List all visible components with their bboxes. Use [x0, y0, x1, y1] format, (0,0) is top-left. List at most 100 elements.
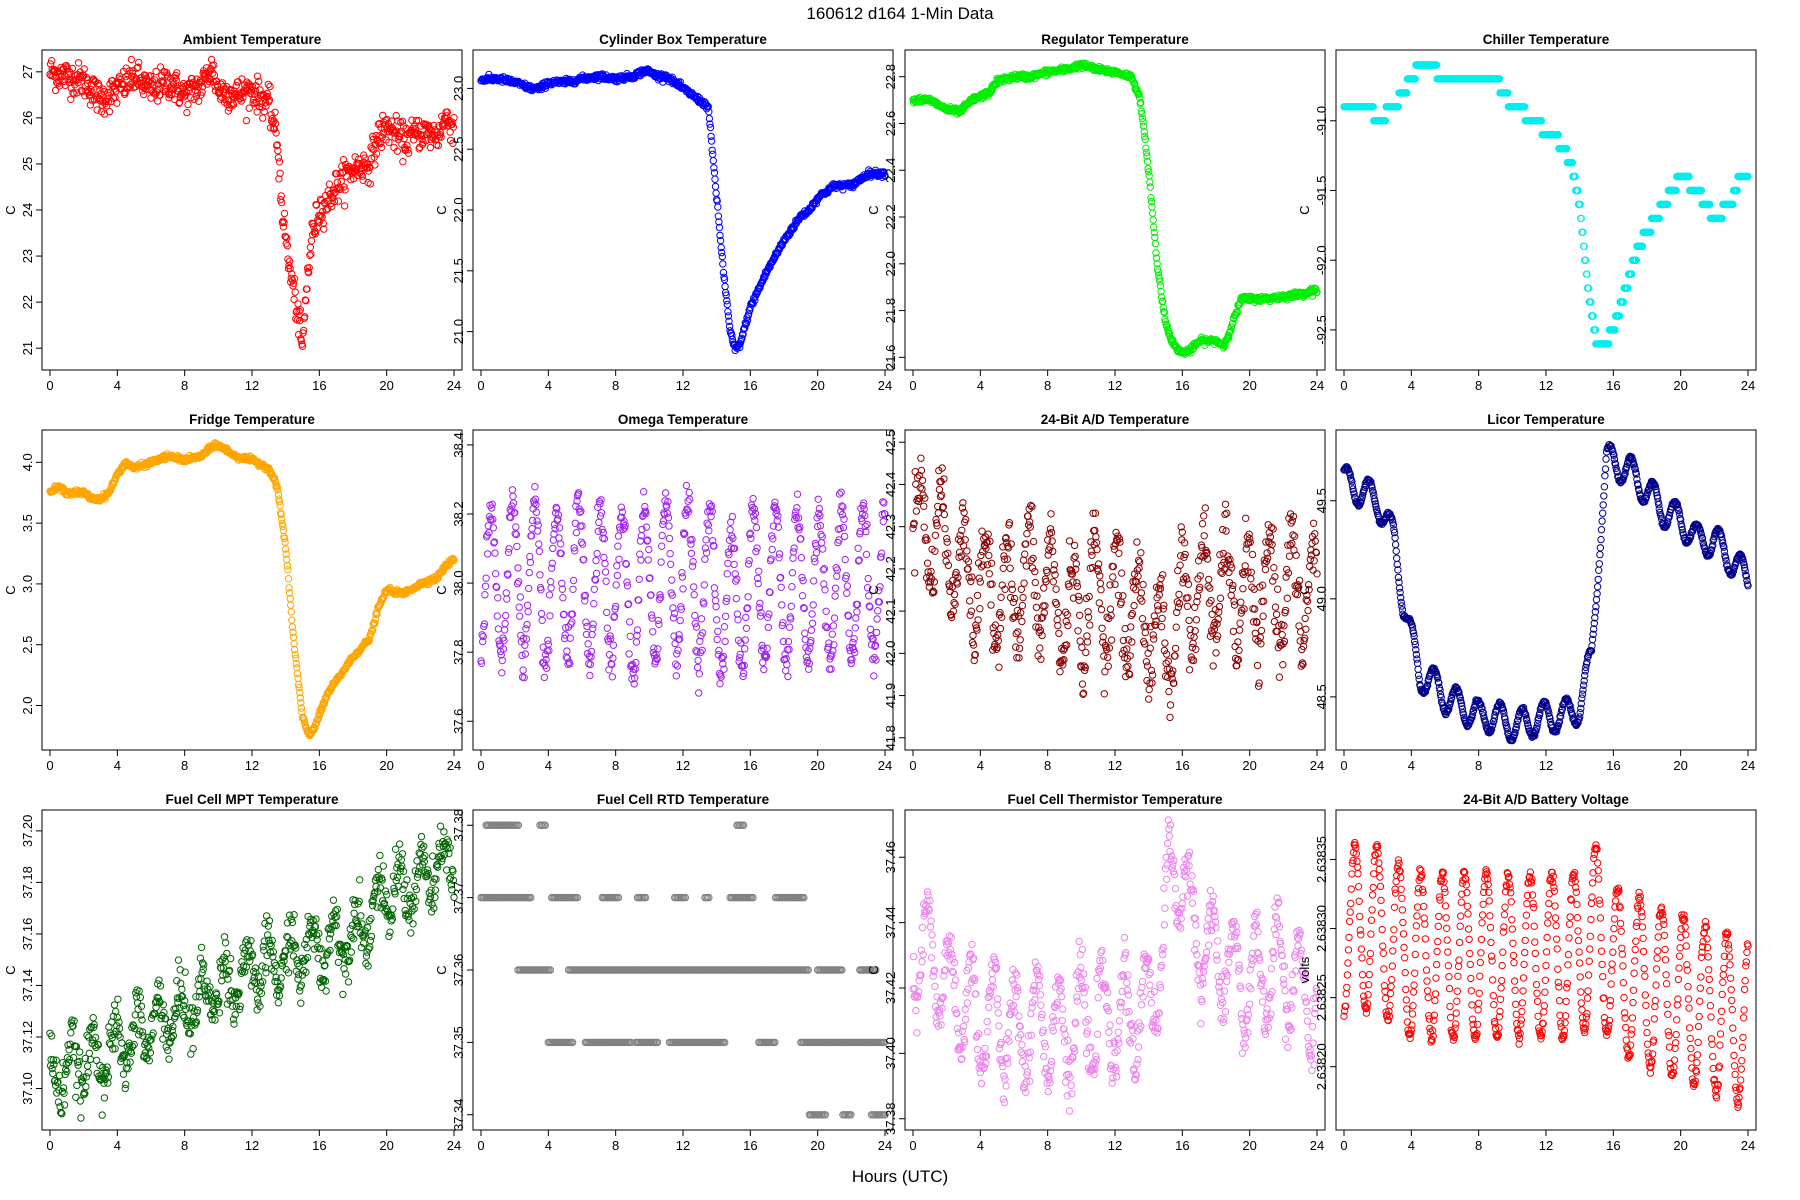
- data-point: [242, 116, 251, 125]
- data-point: [1104, 662, 1113, 670]
- data-point: [940, 510, 949, 519]
- data-point: [273, 141, 281, 150]
- data-point: [685, 488, 693, 497]
- data-point: [353, 171, 362, 180]
- data-point: [950, 590, 959, 599]
- data-point: [723, 570, 731, 578]
- x-tick-label: 8: [1044, 378, 1051, 393]
- data-point: [232, 81, 241, 90]
- data-point: [775, 550, 784, 558]
- data-point: [285, 257, 294, 265]
- data-point: [744, 310, 753, 318]
- data-point: [365, 167, 373, 175]
- data-point: [569, 585, 577, 593]
- data-point: [1053, 616, 1061, 624]
- data-point: [358, 172, 367, 180]
- data-point: [1054, 621, 1062, 630]
- data-point: [1071, 552, 1079, 561]
- data-point: [1148, 671, 1157, 679]
- data-point: [306, 251, 314, 260]
- data-point: [535, 547, 544, 555]
- plot-frame: [904, 429, 1326, 751]
- data-point: [820, 580, 828, 588]
- data-point: [558, 585, 567, 593]
- data-point: [500, 626, 509, 634]
- data-point: [1019, 556, 1028, 564]
- data-point: [1075, 596, 1083, 604]
- y-tick-label: 25: [20, 157, 35, 171]
- data-point: [195, 97, 203, 105]
- data-point: [1104, 653, 1112, 662]
- data-point: [371, 140, 380, 149]
- data-point: [1019, 593, 1027, 602]
- data-point: [881, 172, 889, 181]
- data-point: [1047, 510, 1055, 518]
- x-tick-label: 16: [312, 378, 326, 393]
- data-point: [1145, 695, 1153, 703]
- data-point: [284, 575, 293, 583]
- data-point: [672, 660, 680, 668]
- data-point: [706, 120, 714, 128]
- data-point: [1135, 564, 1143, 572]
- data-point: [817, 539, 826, 547]
- data-point: [711, 175, 719, 183]
- data-point: [498, 669, 506, 677]
- data-point: [918, 476, 927, 485]
- data-point: [251, 87, 260, 95]
- data-point: [1137, 589, 1146, 597]
- data-point: [312, 201, 321, 209]
- data-point: [434, 141, 442, 150]
- data-point: [877, 549, 886, 557]
- data-point: [584, 640, 592, 648]
- data-point: [673, 662, 682, 670]
- data-point: [658, 531, 666, 540]
- y-tick-label: 23.0: [451, 76, 466, 101]
- data-point: [237, 97, 246, 105]
- data-point: [987, 559, 996, 567]
- y-tick-label: -91.5: [1314, 176, 1329, 206]
- data-point: [830, 614, 839, 622]
- data-point: [1054, 608, 1063, 617]
- data-point: [508, 486, 517, 494]
- data-point: [393, 147, 401, 155]
- data-point: [1076, 637, 1084, 645]
- x-tick-label: 24: [447, 378, 461, 393]
- y-tick-label: 22: [20, 295, 35, 309]
- data-point: [1036, 644, 1044, 652]
- data-point: [863, 520, 871, 529]
- data-point: [1083, 638, 1092, 646]
- data-point: [705, 114, 714, 123]
- data-point: [931, 531, 940, 539]
- data-point: [366, 180, 375, 188]
- data-point: [784, 672, 792, 681]
- data-point: [689, 558, 697, 566]
- data-point: [715, 218, 723, 226]
- data-point: [626, 632, 634, 640]
- data-point: [1006, 564, 1014, 572]
- data-point: [340, 202, 349, 210]
- chart-title: Ambient Temperature: [183, 32, 322, 47]
- data-point: [1074, 627, 1082, 635]
- data-point: [509, 492, 517, 500]
- x-tick-label: 16: [1606, 378, 1620, 393]
- data-point: [289, 279, 298, 287]
- data-point: [572, 528, 581, 537]
- data-point: [305, 269, 313, 277]
- data-point: [51, 86, 60, 95]
- plot-frame: [472, 49, 894, 371]
- data-point: [334, 197, 343, 205]
- data-point: [725, 322, 734, 331]
- data-point: [264, 92, 272, 101]
- data-point: [491, 570, 500, 578]
- data-point: [603, 624, 611, 632]
- data-point: [809, 601, 817, 609]
- data-point: [263, 89, 271, 98]
- data-point: [840, 532, 849, 541]
- data-point: [625, 650, 633, 658]
- data-point: [777, 583, 785, 591]
- data-point: [941, 525, 949, 533]
- x-tick-label: 12: [1108, 758, 1122, 773]
